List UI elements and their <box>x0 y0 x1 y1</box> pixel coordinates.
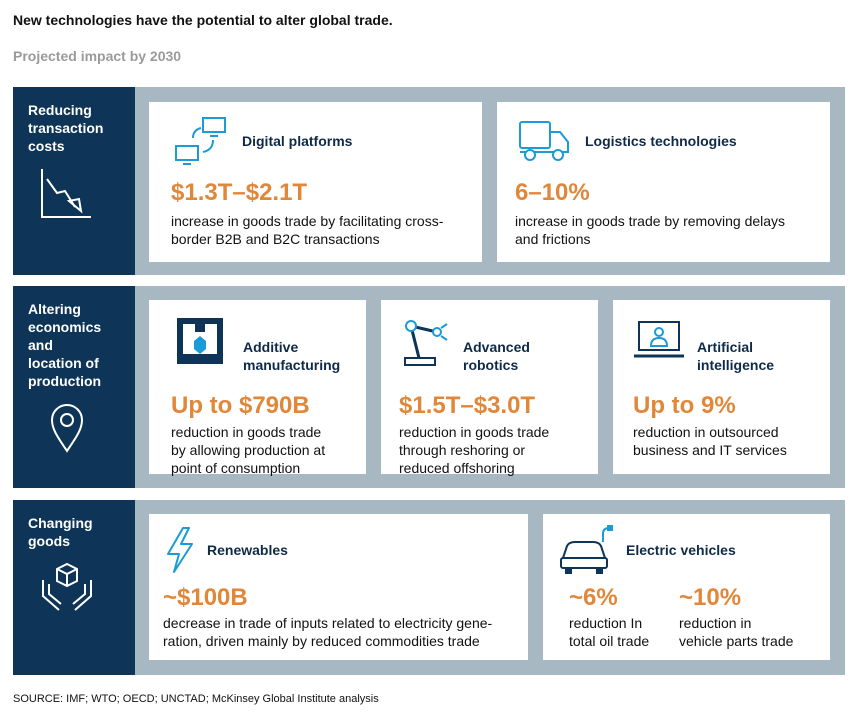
card-title: Electric vehicles <box>626 542 736 558</box>
location-pin-icon <box>50 404 84 453</box>
devices-icon <box>175 117 226 165</box>
card-title: Advanced robotics <box>463 339 530 373</box>
card-title: Digital platforms <box>242 133 353 149</box>
card-value: Up to 9% <box>633 392 736 419</box>
card-description: reduction in goods trade by allowing pro… <box>171 424 326 476</box>
card-title: Logistics technologies <box>585 133 737 149</box>
truck-icon <box>519 121 569 161</box>
card-description: reduction in goods trade through reshori… <box>399 424 550 476</box>
page-subtitle: Projected impact by 2030 <box>13 48 182 64</box>
card-description: reduction in outsourced business and IT … <box>633 424 787 458</box>
card-value: Up to $790B <box>171 392 310 419</box>
card-additive-manufacturing: Additive manufacturing Up to $790B reduc… <box>149 300 366 476</box>
card-digital-platforms: Digital platforms $1.3T–$2.1T increase i… <box>149 102 482 262</box>
card-electric-vehicles: Electric vehicles ~6% reduction In total… <box>543 514 830 660</box>
section-label: Changing goods <box>28 515 93 549</box>
card-description: decrease in trade of inputs related to e… <box>163 615 493 649</box>
3d-printer-icon <box>177 318 223 364</box>
card-value: 6–10% <box>515 179 590 206</box>
section-label: Altering economics and location of produ… <box>28 301 102 389</box>
card-title: Additive manufacturing <box>243 339 341 373</box>
card-value: $1.3T–$2.1T <box>171 179 308 206</box>
card-logistics-technologies: Logistics technologies 6–10% increase in… <box>497 102 830 262</box>
section-sidebar: Reducing transaction costs <box>13 87 135 275</box>
source-note: SOURCE: IMF; WTO; OECD; UNCTAD; McKinsey… <box>13 693 379 705</box>
card-value: $1.5T–$3.0T <box>399 392 536 419</box>
card-description-vehicle-parts: reduction in vehicle parts trade <box>679 615 794 649</box>
laptop-user-icon <box>634 321 684 358</box>
card-title: Renewables <box>207 542 288 558</box>
card-value-vehicle-parts: ~10% <box>679 584 742 611</box>
card-title: Artificial intelligence <box>697 339 775 373</box>
robot-arm-icon <box>404 320 448 366</box>
section-sidebar: Changing goods <box>13 500 135 675</box>
card-description: increase in goods trade by removing dela… <box>515 213 786 247</box>
card-value: ~$100B <box>163 584 248 611</box>
page-title: New technologies have the potential to a… <box>13 12 393 28</box>
section-label: Reducing transaction costs <box>28 102 104 154</box>
card-description: increase in goods trade by facilitating … <box>171 213 444 247</box>
card-description-oil: reduction In total oil trade <box>569 615 650 649</box>
section-sidebar: Altering economics and location of produ… <box>13 286 135 488</box>
card-value-oil: ~6% <box>569 584 618 611</box>
electric-car-icon <box>560 525 613 574</box>
card-artificial-intelligence: Artificial intelligence Up to 9% reducti… <box>613 300 830 474</box>
lightning-icon <box>167 527 193 573</box>
declining-chart-icon <box>41 169 91 218</box>
section-reducing-transaction-costs: Reducing transaction costs Digital platf… <box>13 87 845 275</box>
card-advanced-robotics: Advanced robotics $1.5T–$3.0T reduction … <box>381 300 598 476</box>
section-changing-goods: Changing goods Renewables ~$100B decreas… <box>13 500 845 675</box>
hands-box-icon <box>42 562 92 611</box>
card-renewables: Renewables ~$100B decrease in trade of i… <box>149 514 528 660</box>
section-altering-economics: Altering economics and location of produ… <box>13 286 845 488</box>
